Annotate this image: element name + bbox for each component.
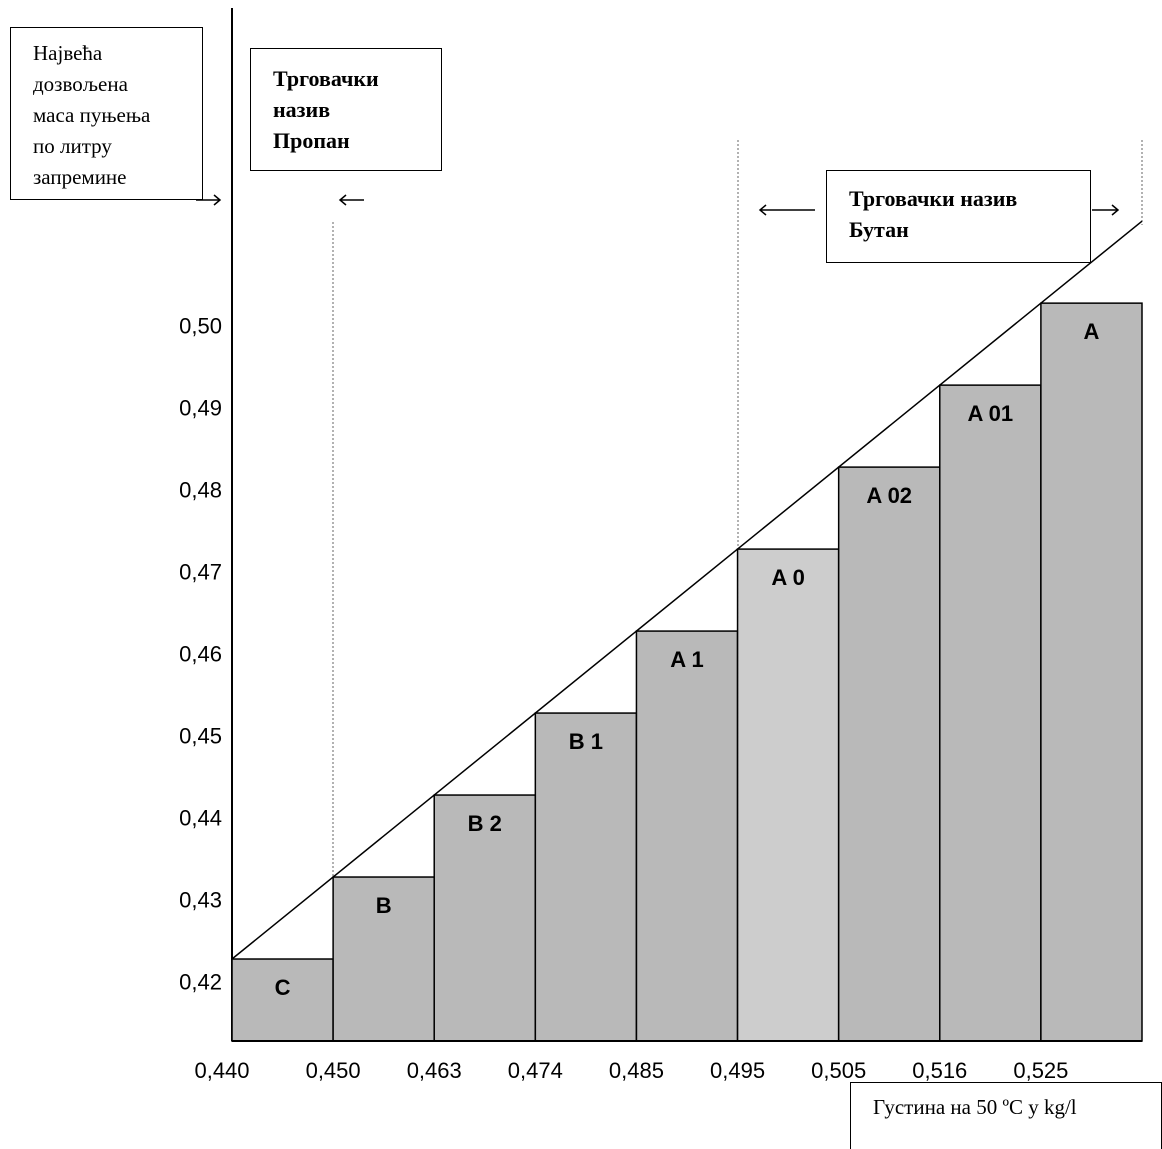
y-tick-label: 0,46 xyxy=(179,641,222,666)
x-tick-label: 0,516 xyxy=(912,1058,967,1083)
bar-label: A 1 xyxy=(670,647,703,672)
bar-label: B 2 xyxy=(468,811,502,836)
label-line: дозвољена xyxy=(33,72,128,96)
x-tick-label: 0,495 xyxy=(710,1058,765,1083)
x-axis-label-text: Густина на 50 ºC у kg/l xyxy=(873,1095,1077,1119)
label-line: Трговачки xyxy=(273,66,379,91)
x-tick-label: 0,440 xyxy=(194,1058,249,1083)
bar xyxy=(332,876,435,1042)
y-tick-label: 0,48 xyxy=(179,478,222,503)
y-tick-label: 0,49 xyxy=(179,396,222,421)
bar xyxy=(1040,302,1143,1042)
bar xyxy=(231,958,334,1042)
arrows xyxy=(196,194,1120,216)
x-axis-label: Густина на 50 ºC у kg/l xyxy=(850,1082,1162,1149)
y-tick-label: 0,42 xyxy=(179,969,222,994)
y-tick-label: 0,45 xyxy=(179,723,222,748)
bar xyxy=(837,466,941,1042)
label-line: Највећа xyxy=(33,41,103,65)
label-line: запремине xyxy=(33,165,127,189)
bar xyxy=(939,384,1042,1042)
bar xyxy=(534,712,638,1042)
x-tick-label: 0,474 xyxy=(508,1058,563,1083)
propane-label: Трговачки назив Пропан xyxy=(250,48,442,171)
bar-label: B xyxy=(376,893,392,918)
label-line: назив xyxy=(273,97,331,122)
bar xyxy=(736,548,840,1042)
label-line: Пропан xyxy=(273,128,350,153)
label-line: Трговачки назив xyxy=(849,186,1018,211)
y-tick-label: 0,43 xyxy=(179,887,222,912)
y-tick-label: 0,47 xyxy=(179,560,222,585)
bar xyxy=(635,630,739,1042)
diagonal xyxy=(231,220,1143,960)
label-line: по литру xyxy=(33,134,112,158)
x-tick-label: 0,450 xyxy=(306,1058,361,1083)
label-line: маса пуњења xyxy=(33,103,151,127)
bar-label: A 02 xyxy=(866,483,912,508)
bar-label: C xyxy=(275,975,291,1000)
x-tick-label: 0,485 xyxy=(609,1058,664,1083)
y-tick-label: 0,44 xyxy=(179,805,222,830)
y-tick-label: 0,50 xyxy=(179,314,222,339)
bar-label: B 1 xyxy=(569,729,603,754)
bar-label: A 0 xyxy=(771,565,804,590)
label-line: Бутан xyxy=(849,217,909,242)
bar-label: A xyxy=(1083,319,1099,344)
x-tick-label: 0,525 xyxy=(1013,1058,1068,1083)
bar-label: A 01 xyxy=(968,401,1014,426)
x-tick-label: 0,505 xyxy=(811,1058,866,1083)
butane-label: Трговачки назив Бутан xyxy=(826,170,1091,263)
x-tick-label: 0,463 xyxy=(407,1058,462,1083)
bar xyxy=(433,794,537,1042)
y-axis-label: Највећа дозвољена маса пуњења по литру запре… xyxy=(10,27,203,200)
